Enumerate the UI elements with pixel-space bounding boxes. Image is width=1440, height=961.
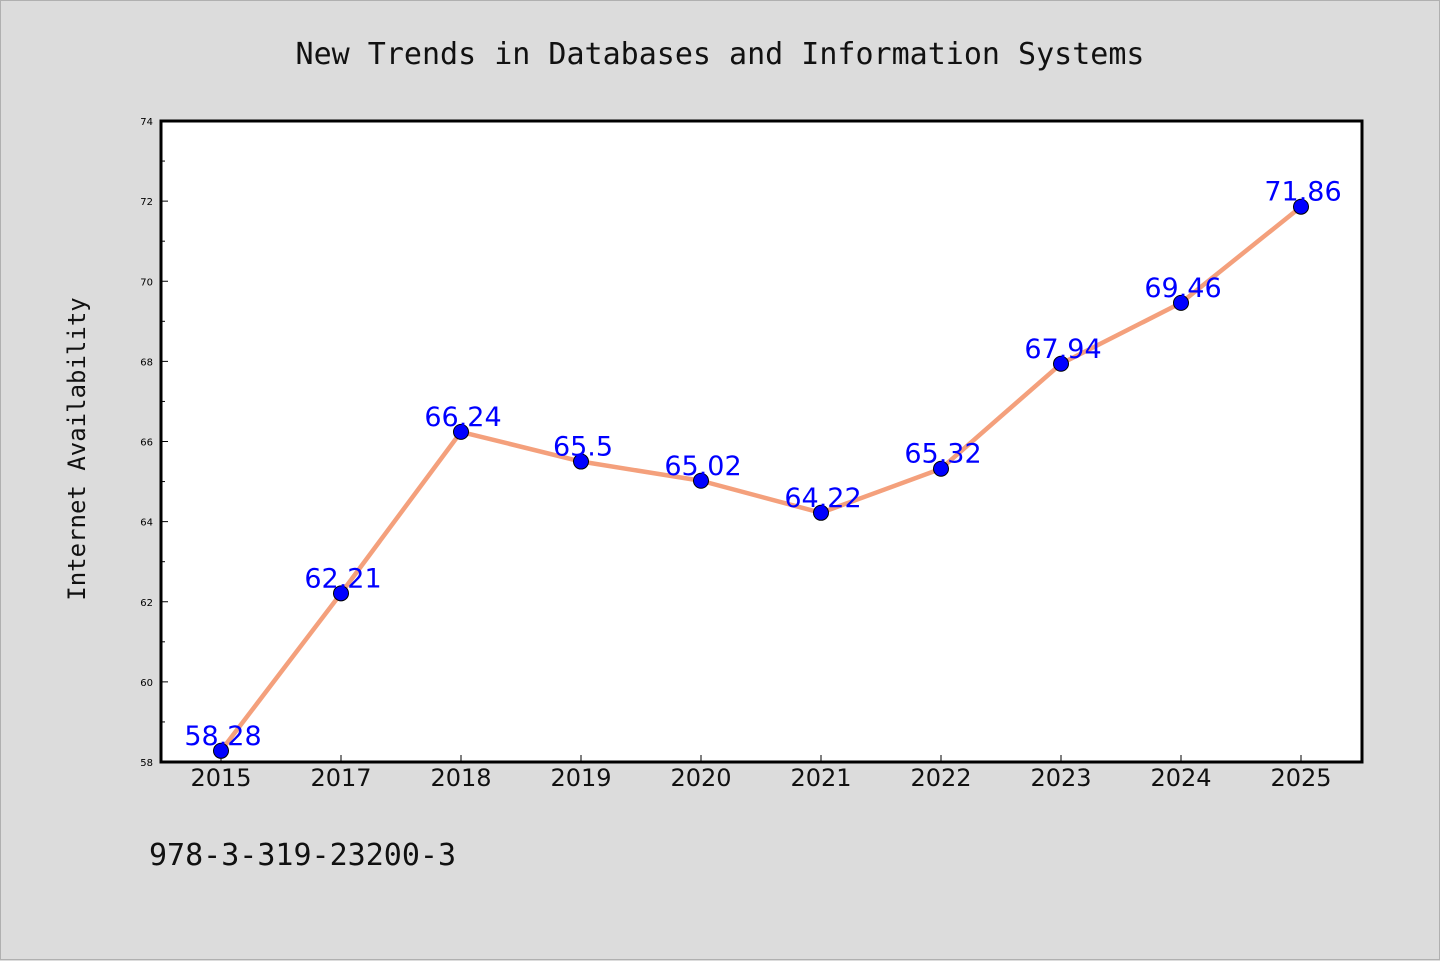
- data-point-marker: [693, 472, 709, 489]
- data-label: 66.24: [424, 402, 501, 433]
- data-point-marker: [1053, 355, 1069, 372]
- y-tick-label: 70: [140, 277, 153, 288]
- y-tick-label: 60: [140, 678, 153, 689]
- data-label: 65.32: [904, 439, 981, 470]
- data-label: 69.46: [1144, 273, 1221, 304]
- y-axis-ticks: 58 60 62 64 66 68 70 72 74: [140, 117, 168, 769]
- data-point-marker: [1293, 198, 1309, 215]
- y-tick-label: 74: [140, 117, 153, 128]
- x-tick-label: 2021: [790, 764, 851, 792]
- chart-title: New Trends in Databases and Information …: [296, 37, 1145, 72]
- y-axis-label: Internet Availability: [63, 297, 91, 600]
- x-tick-label: 2022: [910, 764, 971, 792]
- data-label: 64.22: [784, 483, 861, 514]
- y-tick-label: 64: [140, 518, 153, 529]
- x-tick-label: 2015: [190, 764, 251, 792]
- isbn-footer: 978-3-319-23200-3: [149, 838, 456, 873]
- data-point-marker: [813, 504, 829, 521]
- data-point-marker: [333, 585, 349, 602]
- data-label: 58.28: [184, 721, 261, 752]
- data-point-marker: [933, 460, 949, 477]
- data-label: 67.94: [1024, 334, 1101, 365]
- x-tick-label: 2025: [1270, 764, 1331, 792]
- data-label: 65.5: [553, 432, 613, 463]
- data-point-marker: [453, 423, 469, 440]
- x-axis-ticks: 2015 2017 2018 2019 2020 2021 2022 2023 2024 2025: [190, 755, 1332, 792]
- x-tick-label: 2019: [550, 764, 611, 792]
- x-tick-label: 2023: [1030, 764, 1091, 792]
- y-tick-label: 58: [140, 758, 153, 769]
- data-point-marker: [213, 742, 229, 759]
- y-tick-label: 62: [140, 598, 153, 609]
- data-point-marker: [1173, 294, 1189, 311]
- plot-area: [159, 119, 1364, 764]
- y-tick-label: 72: [140, 197, 153, 208]
- data-labels: 58.28 62.21 66.24 65.5 65.02 64.22 65.32 67.94 6…: [184, 177, 1341, 752]
- data-label: 62.21: [304, 563, 381, 594]
- x-tick-label: 2017: [310, 764, 371, 792]
- y-tick-label: 68: [140, 357, 153, 368]
- data-label: 65.02: [664, 451, 741, 482]
- series-line: [219, 204, 1303, 753]
- data-label: 71.86: [1264, 177, 1341, 208]
- x-tick-label: 2020: [670, 764, 731, 792]
- series-group: [213, 198, 1309, 759]
- x-tick-label: 2024: [1150, 764, 1211, 792]
- data-point-marker: [573, 453, 589, 470]
- x-tick-label: 2018: [430, 764, 491, 792]
- y-tick-label: 66: [140, 438, 153, 449]
